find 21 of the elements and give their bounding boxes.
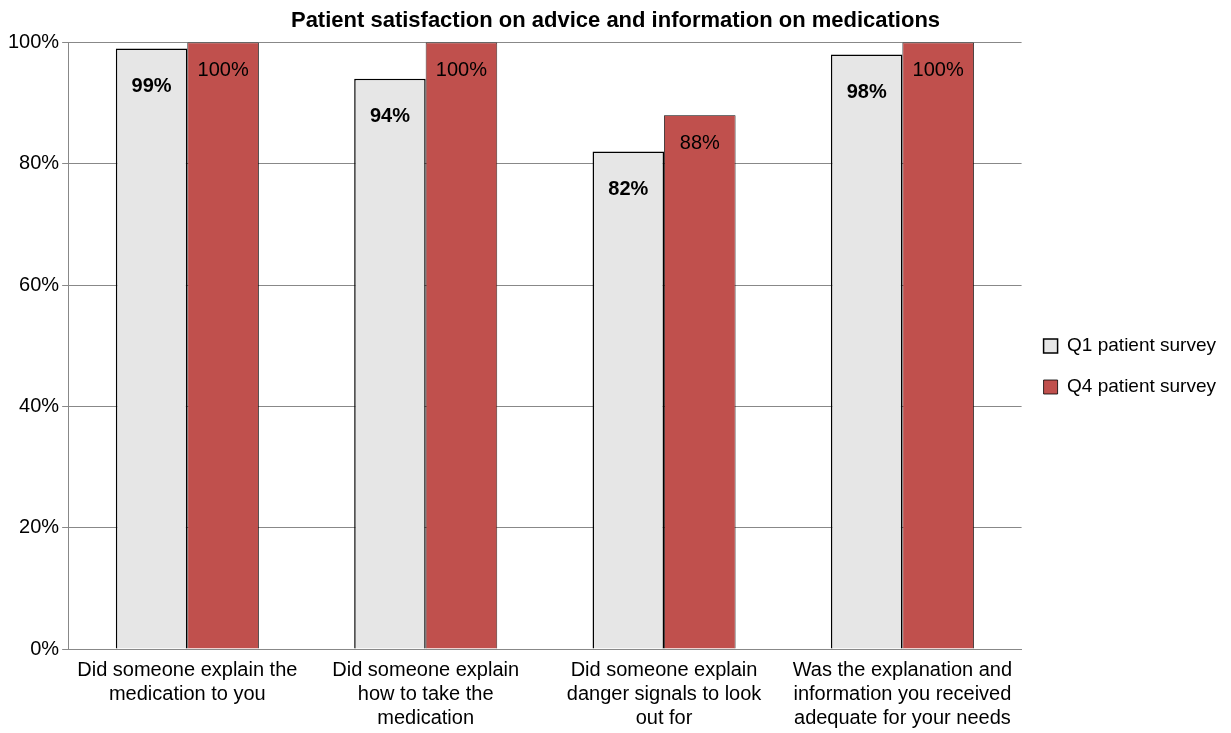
data-label: 100% [912,57,964,80]
data-label: 88% [679,130,721,153]
legend-label: Q1 patient survey [1067,334,1217,356]
x-tick-label: Did someone explain the medication to you [77,657,298,704]
data-label: 98% [846,80,887,103]
y-tick-label: 60% [19,272,60,295]
y-tick-label: 100% [8,29,60,52]
data-label: 82% [608,177,649,200]
legend-label: Q4 patient survey [1067,375,1217,397]
chart-title: Patient satisfaction on advice and information on medications [290,7,941,33]
y-tick-label: 0% [30,636,60,659]
y-tick-label: 80% [19,151,60,174]
x-tick-label: Did someone explain danger signals to look out for [566,657,763,728]
data-label: 99% [131,73,172,96]
x-tick-label: Did someone explain how to take the medication [332,657,520,728]
y-tick-label: 20% [19,515,60,538]
y-tick-label: 40% [19,393,60,416]
data-label: 94% [369,104,411,127]
x-tick-label: Was the explanation and information you received adequate for your needs [792,657,1013,728]
data-label: 100% [197,57,249,80]
data-label: 100% [435,57,488,80]
